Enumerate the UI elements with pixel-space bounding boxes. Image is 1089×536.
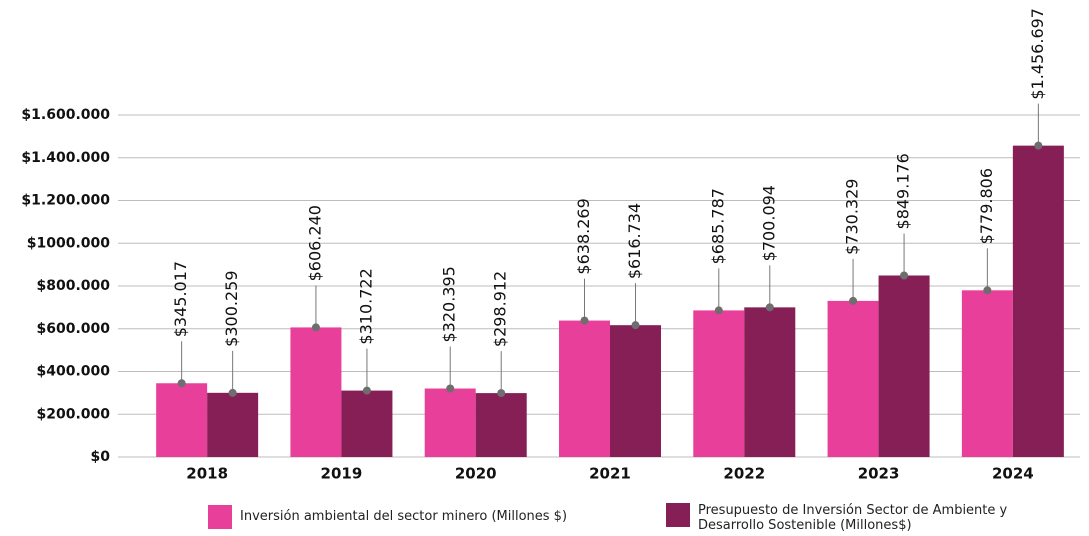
marker <box>446 384 455 393</box>
legend-label: Presupuesto de Inversión Sector de Ambie… <box>698 503 1008 533</box>
marker <box>714 306 723 315</box>
marker <box>1034 141 1043 150</box>
x-tick-label: 2020 <box>455 465 497 483</box>
x-tick-label: 2022 <box>723 465 765 483</box>
y-tick-label: $400.000 <box>36 364 110 380</box>
value-label: $616.734 <box>625 203 644 279</box>
y-tick-label: $1.600.000 <box>21 107 110 123</box>
value-label: $345.017 <box>171 261 190 337</box>
bar <box>878 275 930 457</box>
bar <box>156 383 208 457</box>
bar <box>207 392 259 457</box>
x-tick-label: 2018 <box>186 465 228 483</box>
y-tick-label: $800.000 <box>36 278 110 294</box>
marker <box>900 271 909 280</box>
marker <box>228 388 237 397</box>
marker <box>311 323 320 332</box>
value-label: $320.395 <box>440 266 459 342</box>
marker <box>580 316 589 325</box>
bar <box>744 307 796 457</box>
bar <box>559 320 610 457</box>
bar <box>475 393 527 457</box>
marker <box>849 296 858 305</box>
x-tick-label: 2023 <box>858 465 900 483</box>
value-label: $849.176 <box>894 153 913 229</box>
bar <box>1012 145 1064 457</box>
y-tick-label: $0 <box>91 449 111 465</box>
marker <box>983 286 992 295</box>
x-tick-label: 2019 <box>321 465 363 483</box>
value-label: $638.269 <box>574 198 593 274</box>
y-tick-label: $1.400.000 <box>21 150 110 166</box>
bar <box>290 327 342 457</box>
legend-swatch <box>666 503 690 527</box>
value-label: $779.806 <box>977 168 996 244</box>
y-tick-label: $1.200.000 <box>21 193 110 209</box>
value-label: $1.456.697 <box>1028 8 1047 100</box>
value-label: $730.329 <box>843 179 862 255</box>
legend-swatch <box>208 505 232 529</box>
x-tick-label: 2024 <box>992 465 1034 483</box>
marker <box>765 303 774 312</box>
marker <box>177 379 186 388</box>
x-tick-label: 2021 <box>589 465 631 483</box>
y-tick-label: $1000.000 <box>27 235 111 251</box>
value-label: $298.912 <box>491 271 510 347</box>
bar <box>827 300 879 457</box>
bar <box>341 390 393 457</box>
marker <box>631 321 640 330</box>
legend-label: Inversión ambiental del sector minero (M… <box>240 509 568 524</box>
y-tick-label: $200.000 <box>36 406 110 422</box>
legend-item: Presupuesto de Inversión Sector de Ambie… <box>666 503 1046 533</box>
marker <box>497 389 506 398</box>
marker <box>362 386 371 395</box>
bar <box>610 325 661 457</box>
value-label: $685.787 <box>708 188 727 264</box>
value-label: $310.722 <box>356 268 375 344</box>
bar <box>693 310 745 457</box>
value-label: $300.259 <box>222 270 241 346</box>
value-label: $700.094 <box>759 185 778 261</box>
bar <box>961 290 1013 457</box>
value-label: $606.240 <box>305 205 324 281</box>
legend-item: Inversión ambiental del sector minero (M… <box>208 505 588 529</box>
y-tick-label: $600.000 <box>36 321 110 337</box>
bar <box>424 388 476 457</box>
